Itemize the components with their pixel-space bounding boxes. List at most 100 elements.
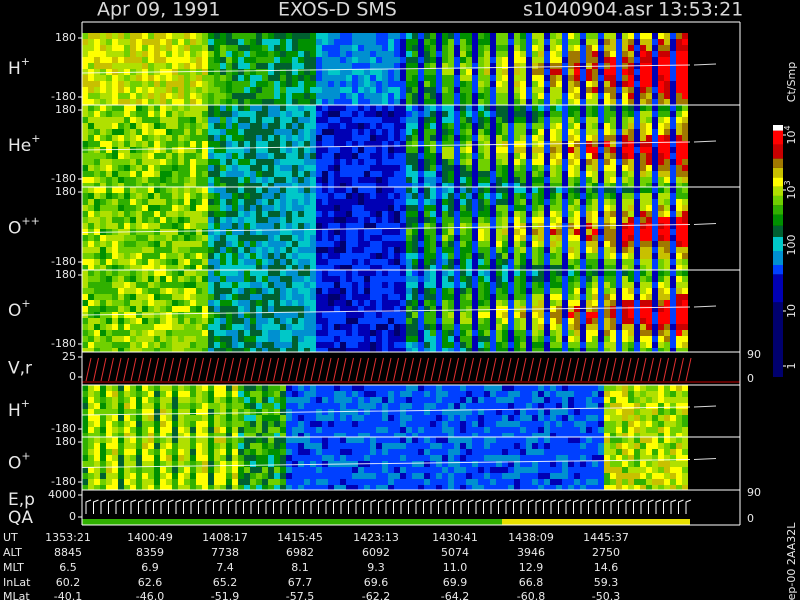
spectrogram-cell [142,259,148,265]
spectrogram-cell [130,235,136,241]
spectrogram-cell [148,129,154,135]
spectrogram-cell [178,253,184,259]
spectrogram-cell [322,229,328,235]
spectrogram-cell [280,318,286,324]
spectrogram-cell [178,348,184,352]
spectrogram-cell [244,183,250,187]
spectrogram-cell [658,229,664,235]
spectrogram-cell [604,217,610,223]
spectrogram-cell [526,63,532,69]
spectrogram-cell [454,45,460,51]
spectrogram-cell [334,99,340,105]
spectrogram-cell [556,45,562,51]
spectrogram-cell [310,187,316,193]
spectrogram-cell [190,159,196,165]
spectrogram-cell [382,348,388,352]
spectrogram-cell [166,159,172,165]
spectrogram-cell [454,111,460,117]
spectrogram-cell [448,253,454,259]
spectrogram-cell [526,247,532,253]
spectrogram-cell [82,288,88,294]
spectrogram-cell [202,294,208,300]
spectrogram-cell [448,259,454,265]
spectrogram-cell [592,153,598,159]
spectrogram-cell [358,39,364,45]
spectrogram-cell [442,69,448,75]
spectrogram-cell [676,217,682,223]
spectrogram-cell [490,276,496,282]
spectrogram-cell [532,147,538,153]
spectrogram-cell [484,183,490,187]
spectrogram-cell [298,75,304,81]
spectrogram-cell [130,147,136,153]
spectrogram-cell [142,288,148,294]
spectrogram-cell [436,147,442,153]
spectrogram-cell [172,300,178,306]
spectrogram-cell [568,147,574,153]
spectrogram-cell [196,342,202,348]
spectrogram-cell [442,93,448,99]
spectrogram-cell [364,330,370,336]
spectrogram-cell [652,177,658,183]
spectrogram-cell [676,259,682,265]
spectrogram-cell [226,129,232,135]
spectrogram-cell [382,223,388,229]
spectrogram-cell [478,253,484,259]
spectrogram-cell [370,217,376,223]
spectrogram-cell [232,336,238,342]
spectrogram-cell [268,288,274,294]
spectrogram-cell [670,39,676,45]
spectrogram-cell [88,93,94,99]
spectrogram-cell [418,129,424,135]
spectrogram-cell [574,235,580,241]
spectrogram-cell [262,312,268,318]
spectrogram-cell [538,153,544,159]
spectrogram-cell [358,183,364,187]
spectrogram-cell [658,75,664,81]
spectrogram-cell [262,45,268,51]
spectrogram-cell [112,348,118,352]
spectrogram-cell [454,241,460,247]
spectrogram-cell [502,235,508,241]
spectrogram-cell [472,171,478,177]
spectrogram-cell [118,318,124,324]
spectrogram-cell [424,217,430,223]
spectrogram-cell [184,324,190,330]
spectrogram-cell [526,123,532,129]
spectrogram-cell [664,165,670,171]
spectrogram-cell [430,288,436,294]
spectrogram-cell [682,75,688,81]
spectrogram-cell [118,282,124,288]
spectrogram-cell [604,193,610,199]
spectrogram-cell [142,147,148,153]
spectrogram-cell [490,165,496,171]
spectrogram-cell [490,93,496,99]
spectrogram-cell [400,318,406,324]
spectrogram-cell [616,199,622,205]
spectrogram-cell [112,330,118,336]
spectrogram-cell [172,51,178,57]
spectrogram-cell [202,81,208,87]
spectrogram-cell [652,171,658,177]
spectrogram-cell [394,294,400,300]
spectrogram-cell [628,81,634,87]
spectrogram-cell [496,235,502,241]
spectrogram-cell [136,45,142,51]
spectrogram-cell [352,123,358,129]
spectrogram-cell [496,241,502,247]
spectrogram-cell [202,336,208,342]
spectrogram-cell [520,105,526,111]
spectrogram-cell [334,247,340,253]
spectrogram-cell [226,300,232,306]
spectrogram-cell [340,117,346,123]
spectrogram-cell [658,177,664,183]
spectrogram-cell [520,183,526,187]
spectrogram-cell [340,247,346,253]
spectrogram-cell [304,282,310,288]
spectrogram-cell [646,241,652,247]
spectrogram-cell [184,63,190,69]
spectrogram-cell [118,159,124,165]
spectrogram-cell [436,87,442,93]
spectrogram-cell [592,51,598,57]
spectrogram-cell [430,33,436,39]
